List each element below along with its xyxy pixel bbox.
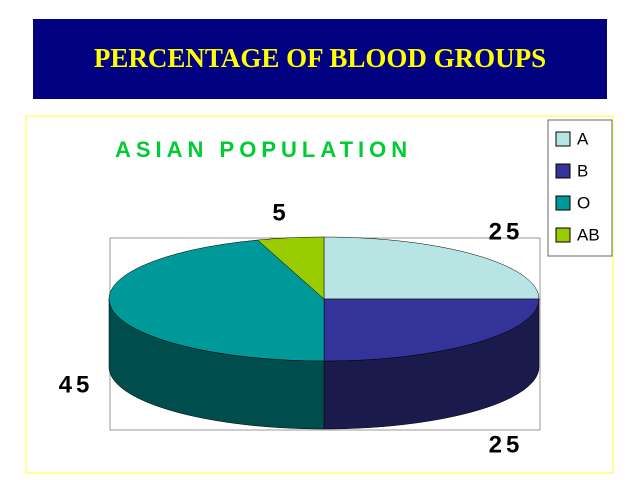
pie-slice bbox=[108, 239, 325, 362]
legend-label: O bbox=[577, 193, 590, 212]
legend-swatch bbox=[555, 195, 571, 211]
chart-title: ASIAN POPULATION bbox=[115, 137, 412, 162]
pie-slice bbox=[256, 236, 325, 300]
data-label: 25 bbox=[489, 431, 524, 458]
legend-label: A bbox=[577, 129, 589, 148]
legend-label: AB bbox=[577, 225, 600, 244]
pie-slice bbox=[323, 236, 540, 300]
legend-swatch bbox=[555, 131, 571, 147]
data-label: 45 bbox=[59, 371, 94, 398]
header-title: PERCENTAGE OF BLOOD GROUPS bbox=[94, 43, 546, 73]
data-label: 5 bbox=[272, 199, 289, 226]
legend-swatch bbox=[555, 227, 571, 243]
legend-swatch bbox=[555, 163, 571, 179]
data-label: 25 bbox=[489, 218, 524, 245]
legend-label: B bbox=[577, 161, 588, 180]
pie-slice bbox=[323, 298, 540, 362]
header-band bbox=[33, 19, 607, 99]
